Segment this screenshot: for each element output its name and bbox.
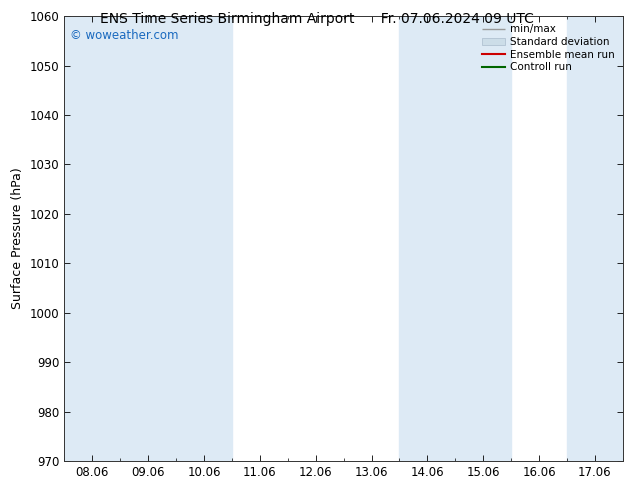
Bar xyxy=(120,16,176,461)
Text: ENS Time Series Birmingham Airport      Fr. 07.06.2024 09 UTC: ENS Time Series Birmingham Airport Fr. 0… xyxy=(100,12,534,26)
Title: ENS Time Series Birmingham Airport      Fr. 07.06.2024 09 UTC: ENS Time Series Birmingham Airport Fr. 0… xyxy=(0,489,1,490)
Bar xyxy=(399,16,455,461)
Bar xyxy=(176,16,232,461)
Text: © woweather.com: © woweather.com xyxy=(70,29,178,43)
Y-axis label: Surface Pressure (hPa): Surface Pressure (hPa) xyxy=(11,168,24,310)
Bar xyxy=(64,16,120,461)
Bar xyxy=(455,16,511,461)
Legend: min/max, Standard deviation, Ensemble mean run, Controll run: min/max, Standard deviation, Ensemble me… xyxy=(479,22,618,75)
Bar xyxy=(567,16,623,461)
